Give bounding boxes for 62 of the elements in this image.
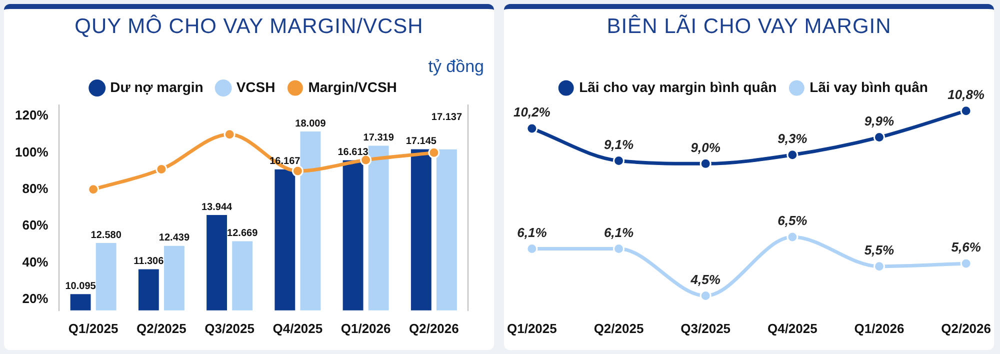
point: [700, 158, 712, 170]
x-tick-label: Q4/2025: [272, 320, 323, 336]
data-label: 11.306: [134, 256, 164, 267]
x-tick-label: Q1/2026: [340, 320, 391, 336]
chart-title: BIÊN LÃI CHO VAY MARGIN: [606, 15, 892, 39]
y-tick-label: 80%: [22, 180, 49, 196]
data-label: 12.669: [227, 228, 258, 239]
y-tick-label: 20%: [22, 290, 49, 306]
data-label: 17.145: [406, 136, 437, 148]
point: [88, 184, 100, 196]
y-tick-label: 60%: [22, 218, 49, 233]
data-label: 9,9%: [864, 113, 894, 128]
data-label: 10,2%: [514, 104, 551, 120]
data-label: 16.613: [338, 146, 369, 158]
point: [873, 260, 885, 272]
point: [613, 155, 625, 166]
legend-label: Margin/VCSH: [308, 78, 397, 95]
point: [786, 231, 798, 243]
point: [360, 154, 372, 166]
point: [224, 128, 236, 140]
data-label: 10,8%: [948, 86, 985, 102]
data-label: 5,6%: [951, 240, 982, 255]
legend-label: Dư nợ margin: [110, 78, 204, 95]
point: [292, 165, 304, 177]
x-tick-label: Q2/2026: [409, 320, 459, 336]
data-label: 17.137: [431, 112, 462, 124]
x-tick-label: Q2/2026: [941, 320, 991, 336]
x-tick-label: Q1/2025: [507, 320, 557, 336]
x-tick-label: Q3/2025: [204, 320, 254, 336]
x-tick-label: Q4/2025: [767, 320, 818, 336]
data-label: 13.944: [201, 202, 233, 213]
data-label: 12.580: [90, 230, 122, 241]
data-label: 5,5%: [864, 242, 894, 258]
chart-title: QUY MÔ CHO VAY MARGIN/VCSH: [74, 15, 424, 39]
data-label: 6,1%: [604, 224, 634, 240]
point: [960, 105, 972, 117]
legend-label: Lãi vay bình quân: [810, 78, 928, 95]
x-tick-label: Q1/2025: [68, 320, 118, 336]
x-tick-label: Q2/2025: [136, 320, 186, 336]
x-tick-label: Q2/2025: [594, 320, 644, 336]
data-label: 17.319: [363, 132, 394, 144]
text: tỷ đồng: [428, 57, 484, 77]
point: [526, 122, 538, 134]
legend-label: VCSH: [236, 78, 276, 95]
data-label: 9,0%: [690, 140, 721, 155]
point: [960, 258, 972, 270]
data-label: 6,5%: [778, 213, 808, 228]
data-label: 9,3%: [778, 130, 808, 146]
data-label: 6,1%: [517, 224, 548, 240]
x-tick-label: Q3/2025: [680, 320, 731, 336]
y-tick-label: 100%: [15, 144, 49, 160]
data-label: 9,1%: [604, 136, 634, 152]
legend-label: Lãi cho vay margin bình quân: [579, 78, 777, 95]
y-tick-label: 120%: [15, 108, 49, 123]
data-label: 10.095: [65, 280, 96, 292]
x-tick-label: Q1/2026: [854, 320, 904, 336]
data-label: 12.439: [158, 232, 190, 244]
y-tick-label: 40%: [22, 254, 49, 270]
data-label: 18.009: [295, 118, 326, 130]
point: [786, 149, 798, 161]
point: [428, 146, 440, 158]
data-label: 4,5%: [690, 272, 721, 287]
